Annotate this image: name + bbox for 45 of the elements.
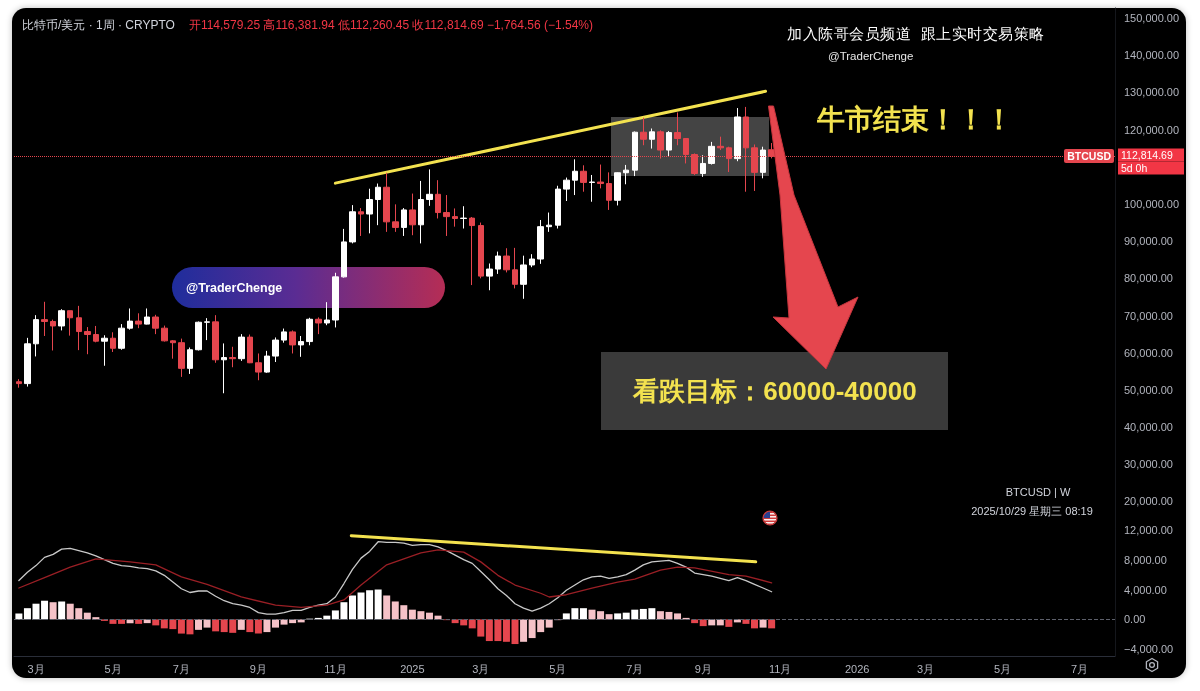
annotation: 看跌目标：60000-40000 <box>633 376 917 407</box>
text: 比特币/美元 · 1周 · CRYPTO <box>22 18 175 32</box>
y-tick-label: 140,000.00 <box>1124 49 1180 62</box>
x-tick-label: 2025 <box>400 662 425 675</box>
annotation: @TraderChenge <box>828 50 914 64</box>
y-tick-label: 8,000.00 <box>1124 553 1167 566</box>
x-tick-label: 7月 <box>1071 662 1089 675</box>
x-tick-label: 2026 <box>844 662 870 675</box>
x-tick-label: 9月 <box>694 662 712 675</box>
y-tick-label: 120,000.00 <box>1124 123 1180 136</box>
y-tick-label: 4,000.00 <box>1124 583 1167 596</box>
x-tick-label: 3月 <box>27 662 45 675</box>
y-tick-label: 100,000.00 <box>1124 197 1180 210</box>
y-tick-label: 12,000.00 <box>1124 523 1173 536</box>
y-tick-label: 60,000.00 <box>1124 346 1173 359</box>
y-tick-label: 130,000.00 <box>1124 86 1180 99</box>
annotation: 牛市结束！！！ <box>817 103 1013 137</box>
x-tick-label: 3月 <box>472 662 490 675</box>
x-tick-label: 11月 <box>768 662 792 675</box>
y-tick-label: 30,000.00 <box>1124 458 1173 471</box>
y-tick-label: 150,000.00 <box>1124 12 1180 25</box>
y-tick-label: 80,000.00 <box>1124 272 1173 285</box>
x-tick-label: 7月 <box>172 662 190 675</box>
y-tick-label: −4,000.00 <box>1124 643 1174 656</box>
annotation: 2025/10/29 星期三 08:19 <box>971 504 1093 518</box>
text: 112,814.69 <box>1118 148 1184 162</box>
y-tick-label: 90,000.00 <box>1124 235 1173 248</box>
x-tick-label: 11月 <box>324 662 347 675</box>
x-tick-label: 5月 <box>549 662 567 675</box>
y-tick-label: 0.00 <box>1124 613 1146 626</box>
annotation: @TraderChenge <box>186 280 283 295</box>
ref-line-label: BTCUSD <box>1064 149 1114 164</box>
y-tick-label: 20,000.00 <box>1124 495 1173 508</box>
y-tick-label: 50,000.00 <box>1124 383 1173 396</box>
annotation: 加入陈哥会员频道 跟上实时交易策略 <box>787 25 1045 43</box>
y-tick-label: 70,000.00 <box>1124 309 1173 322</box>
x-tick-label: 5月 <box>104 662 122 675</box>
text: 5d 0h <box>1118 161 1184 175</box>
annotation: BTCUSD | W <box>1005 485 1071 499</box>
x-tick-label: 7月 <box>626 662 644 675</box>
x-tick-label: 9月 <box>249 662 267 675</box>
y-tick-label: 40,000.00 <box>1124 421 1173 434</box>
text: 开114,579.25 高116,381.94 低112,260.45 收112,814.69 −1,764.56 (−1.54%) <box>188 18 593 32</box>
x-tick-label: 3月 <box>917 662 935 675</box>
x-tick-label: 5月 <box>994 662 1012 675</box>
